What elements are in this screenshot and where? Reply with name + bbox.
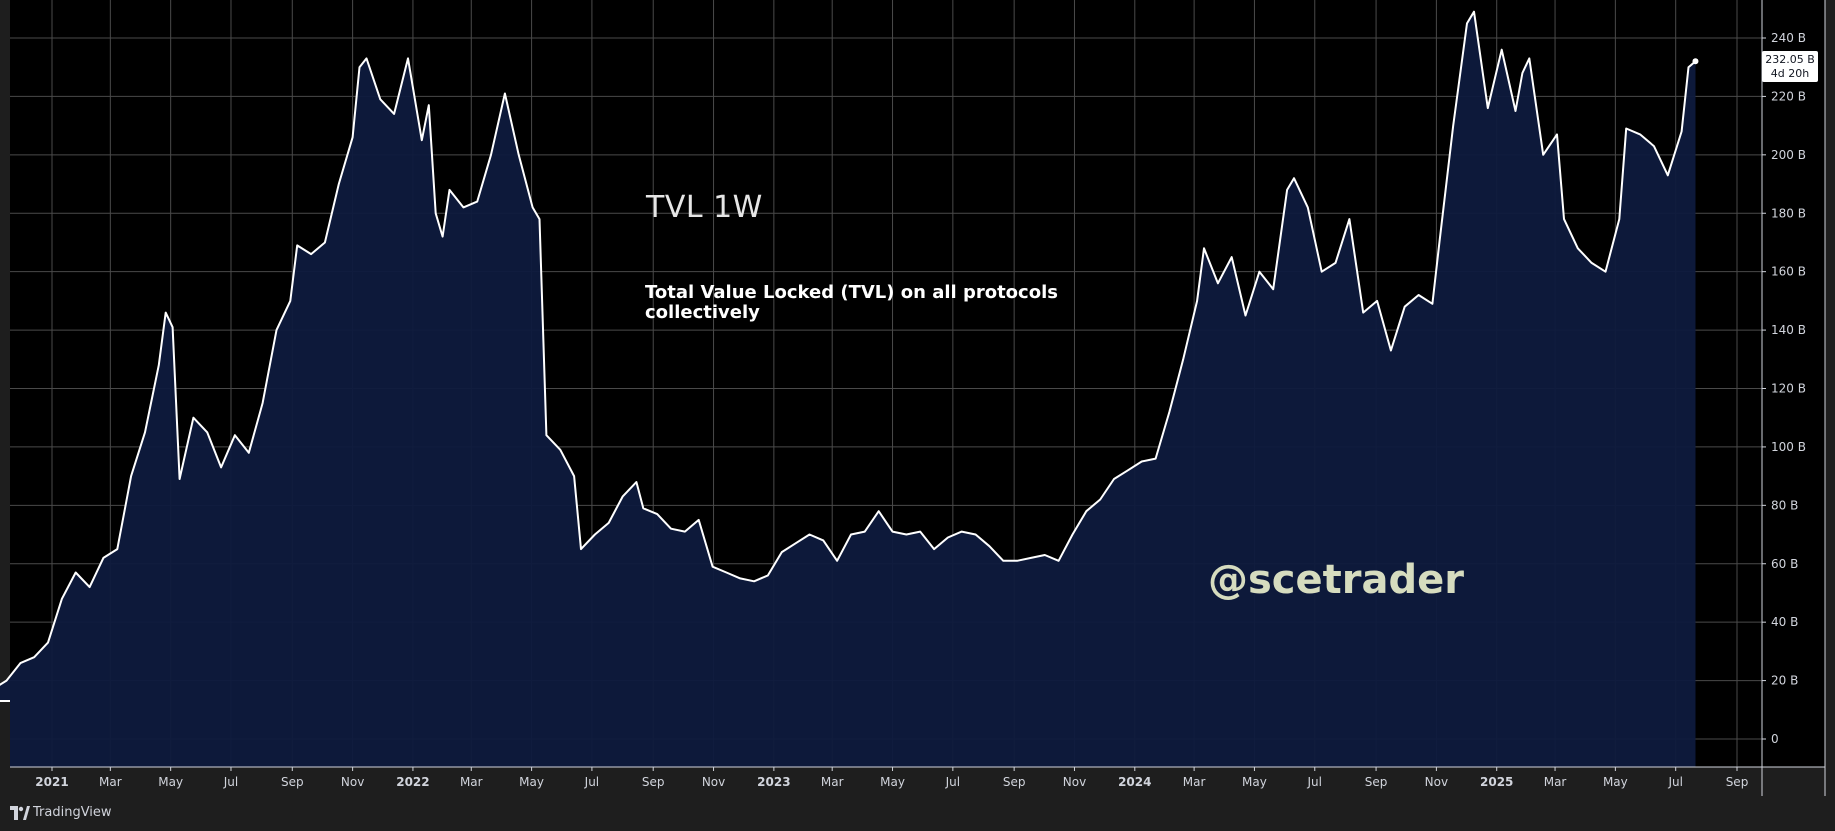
y-tick-label: 140 B (1771, 323, 1806, 337)
last-price-value: 232.05 B (1765, 53, 1815, 66)
x-tick-label: Nov (341, 775, 364, 789)
x-tick-label: May (1242, 775, 1267, 789)
x-tick-label: Jul (945, 775, 960, 789)
x-tick-label: Jul (584, 775, 599, 789)
x-tick-label: 2021 (35, 775, 68, 789)
x-tick-label: May (880, 775, 905, 789)
x-tick-label: Sep (642, 775, 665, 789)
x-tick-label: May (158, 775, 183, 789)
chart-title: TVL 1W (646, 190, 763, 225)
x-tick-label: May (519, 775, 544, 789)
y-tick-label: 40 B (1771, 615, 1798, 629)
x-tick-label: Mar (460, 775, 483, 789)
y-tick-label: 180 B (1771, 206, 1806, 220)
time-axis[interactable]: 2021 Mar May Jul Sep Nov 2022 Mar May Jul Sep Nov 20… (35, 767, 1748, 789)
x-tick-label: Nov (1063, 775, 1086, 789)
y-tick-label: 200 B (1771, 148, 1806, 162)
x-tick-label: May (1603, 775, 1628, 789)
tvl-line[interactable] (0, 10, 1697, 703)
x-tick-label: Mar (99, 775, 122, 789)
x-tick-label: Jul (1667, 775, 1682, 789)
x-tick-label: Sep (1003, 775, 1026, 789)
footer-bar: TradingView (0, 796, 1835, 831)
last-price-label: 232.05 B 4d 20h (1762, 51, 1818, 82)
x-tick-label: Jul (223, 775, 238, 789)
watermark-text: @scetrader (1208, 557, 1464, 603)
x-tick-label: Sep (1365, 775, 1388, 789)
x-tick-label: Mar (1183, 775, 1206, 789)
y-tick-label: 120 B (1771, 382, 1806, 396)
y-tick-label: 220 B (1771, 89, 1806, 103)
area-series (0, 10, 1699, 767)
y-tick-label: 60 B (1771, 557, 1798, 571)
x-tick-label: Sep (281, 775, 304, 789)
area-fill (0, 11, 1696, 767)
y-tick-label: 80 B (1771, 498, 1798, 512)
y-tick-label: 100 B (1771, 440, 1806, 454)
x-tick-label: Jul (1307, 775, 1322, 789)
tvl-chart[interactable]: 0 20 B 40 B 60 B 80 B 100 B 120 B 140 B 160 B 180… (0, 0, 1835, 796)
x-tick-label: Mar (1544, 775, 1567, 789)
tradingview-brand[interactable]: TradingView (33, 805, 112, 820)
y-tick-label: 160 B (1771, 265, 1806, 279)
bar-countdown: 4d 20h (1770, 67, 1810, 80)
x-tick-label: Sep (1726, 775, 1749, 789)
tradingview-logo-icon[interactable] (10, 806, 30, 820)
y-tick-label: 240 B (1771, 31, 1806, 45)
y-tick-label: 20 B (1771, 674, 1798, 688)
x-tick-label: 2025 (1480, 775, 1513, 789)
last-point-marker (1692, 58, 1699, 65)
price-axis-background[interactable] (1762, 0, 1825, 767)
price-axis[interactable]: 0 20 B 40 B 60 B 80 B 100 B 120 B 140 B 160 B 180… (1762, 31, 1806, 746)
x-tick-label: 2024 (1118, 775, 1151, 789)
chart-subtitle: Total Value Locked (TVL) on all protocol… (645, 282, 1058, 323)
x-tick-label: Nov (1425, 775, 1448, 789)
x-tick-label: Mar (821, 775, 844, 789)
y-tick-label: 0 (1771, 732, 1779, 746)
x-tick-label: Nov (702, 775, 725, 789)
x-tick-label: 2023 (757, 775, 790, 789)
x-tick-label: 2022 (396, 775, 429, 789)
